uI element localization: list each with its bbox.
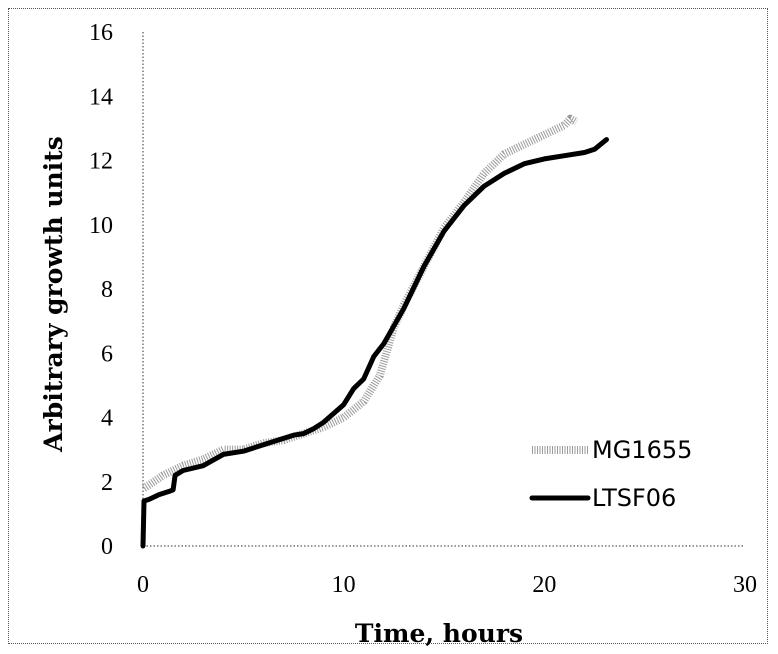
y-tick-label: 0 [101, 534, 113, 560]
legend-label: LTSF06 [592, 484, 676, 512]
y-tick-label: 12 [89, 149, 113, 175]
x-axis-title: Time, hours [355, 619, 523, 648]
x-tick-label: 0 [137, 572, 149, 598]
series-line-mg1655 [141, 114, 579, 492]
y-tick-label: 16 [89, 20, 113, 46]
series-line-ltsf06 [140, 137, 609, 549]
chart-frame [8, 8, 768, 644]
tick-labels: 0 2 4 6 8 10 12 14 16 0 10 20 30 [89, 20, 757, 598]
y-tick-label: 2 [101, 470, 113, 496]
y-tick-label: 8 [101, 277, 113, 303]
x-tick-label: 20 [532, 572, 556, 598]
y-axis-title: Arbitrary growth units [39, 136, 68, 453]
y-tick-label: 14 [89, 84, 113, 110]
y-tick-label: 10 [89, 213, 113, 239]
x-tick-label: 10 [332, 572, 356, 598]
axes [142, 32, 745, 547]
x-tick-label: 30 [733, 572, 757, 598]
y-tick-label: 4 [101, 406, 113, 432]
y-tick-label: 6 [101, 341, 113, 367]
series-layer [140, 114, 609, 549]
legend: MG1655 LTSF06 [529, 436, 692, 512]
legend-label: MG1655 [592, 436, 692, 464]
